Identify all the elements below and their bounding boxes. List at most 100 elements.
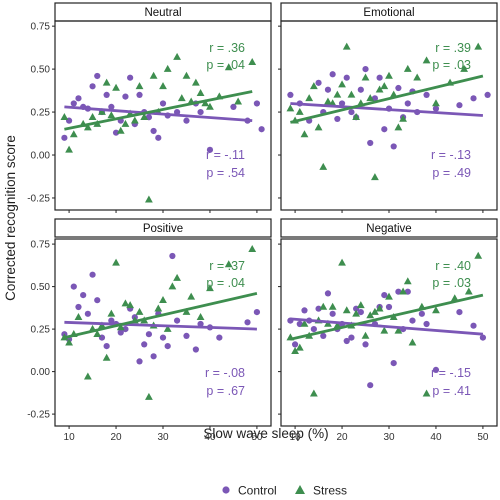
stress-fit-line: [64, 292, 258, 339]
control-point: [94, 72, 101, 80]
stress-point: [333, 90, 342, 98]
panel-title: Emotional: [363, 7, 414, 19]
stress-r-annotation: r = .40: [435, 259, 471, 273]
control-point: [357, 86, 364, 93]
control-point: [357, 309, 364, 316]
stress-point: [366, 311, 375, 319]
control-point: [409, 317, 416, 324]
y-tick-label: 0.00: [31, 151, 51, 162]
stress-point: [314, 123, 323, 131]
panel-title: Neutral: [144, 7, 181, 19]
stress-point: [385, 71, 393, 79]
stress-point: [474, 42, 483, 50]
control-point: [343, 74, 350, 81]
control-point: [324, 290, 332, 297]
stress-point: [295, 343, 304, 351]
stress-point: [394, 326, 403, 334]
control-point: [404, 100, 411, 107]
stress-point: [319, 162, 328, 170]
control-point: [108, 103, 115, 111]
control-fit-line: [290, 102, 484, 117]
control-point: [456, 102, 463, 109]
stress-p-annotation: p = .04: [206, 58, 245, 72]
stress-point: [140, 113, 149, 121]
stress-point: [300, 319, 309, 327]
control-point: [89, 83, 96, 90]
stress-point: [422, 56, 431, 64]
stress-point: [121, 299, 130, 307]
stress-point: [191, 78, 200, 86]
control-point: [253, 309, 261, 316]
y-tick-label: 0.50: [31, 282, 51, 293]
stress-point: [371, 307, 379, 315]
stress-point: [328, 99, 337, 107]
stress-point: [163, 64, 172, 72]
control-point: [136, 358, 143, 365]
control-point: [470, 95, 477, 102]
control-point: [423, 91, 430, 98]
stress-point: [145, 392, 153, 400]
stress-point: [145, 195, 153, 203]
control-point: [164, 343, 171, 350]
control-point: [70, 283, 77, 290]
x-tick-label: 30: [157, 432, 169, 443]
stress-point: [422, 389, 431, 397]
stress-point: [352, 113, 361, 121]
stress-point: [309, 389, 318, 397]
stress-point: [112, 83, 120, 91]
control-point: [315, 79, 322, 86]
stress-point: [224, 260, 233, 268]
stress-point: [196, 88, 205, 96]
stress-point: [394, 123, 403, 131]
stress-point: [159, 82, 167, 90]
stress-point: [65, 145, 73, 153]
legend-control-label: Control: [238, 484, 277, 498]
control-point: [348, 334, 355, 341]
control-point: [456, 309, 463, 316]
y-tick-label: -0.25: [27, 410, 50, 421]
control-point: [367, 382, 374, 389]
stress-point: [385, 292, 393, 300]
stress-point: [309, 82, 318, 90]
control-point: [362, 341, 369, 348]
stress-r-annotation: r = .36: [209, 41, 245, 55]
control-point: [206, 146, 214, 153]
y-tick-label: 0.25: [31, 108, 51, 119]
control-point: [287, 91, 294, 98]
control-point: [390, 143, 397, 150]
control-point: [159, 100, 167, 107]
stress-point: [291, 347, 299, 354]
stress-point: [356, 301, 365, 309]
control-point: [324, 86, 332, 93]
x-tick-label: 20: [336, 432, 348, 443]
stress-point: [201, 99, 210, 107]
stress-point: [366, 94, 375, 102]
y-tick-label: -0.25: [27, 193, 50, 204]
stress-point: [464, 287, 473, 295]
stress-point: [83, 123, 92, 131]
control-point: [381, 292, 388, 299]
control-p-annotation: p = .41: [432, 384, 471, 398]
stress-p-annotation: p = .03: [432, 276, 471, 290]
y-tick-label: 0.25: [31, 325, 51, 336]
control-point: [484, 91, 491, 98]
control-point: [84, 310, 91, 317]
control-point: [418, 310, 425, 317]
control-point: [216, 334, 223, 341]
stress-point: [413, 73, 422, 81]
stress-point: [102, 353, 111, 361]
control-point: [348, 108, 355, 116]
stress-point: [450, 294, 459, 302]
stress-point: [361, 73, 370, 81]
stress-point: [342, 42, 351, 50]
stress-point: [342, 306, 351, 314]
stress-point: [324, 97, 332, 105]
control-point: [291, 341, 299, 348]
control-p-annotation: p = .49: [432, 166, 471, 180]
stress-point: [182, 307, 191, 315]
stress-point: [177, 94, 186, 102]
stress-point: [182, 71, 191, 79]
stress-point: [135, 82, 144, 90]
stress-point: [328, 302, 337, 310]
control-point: [329, 71, 336, 78]
